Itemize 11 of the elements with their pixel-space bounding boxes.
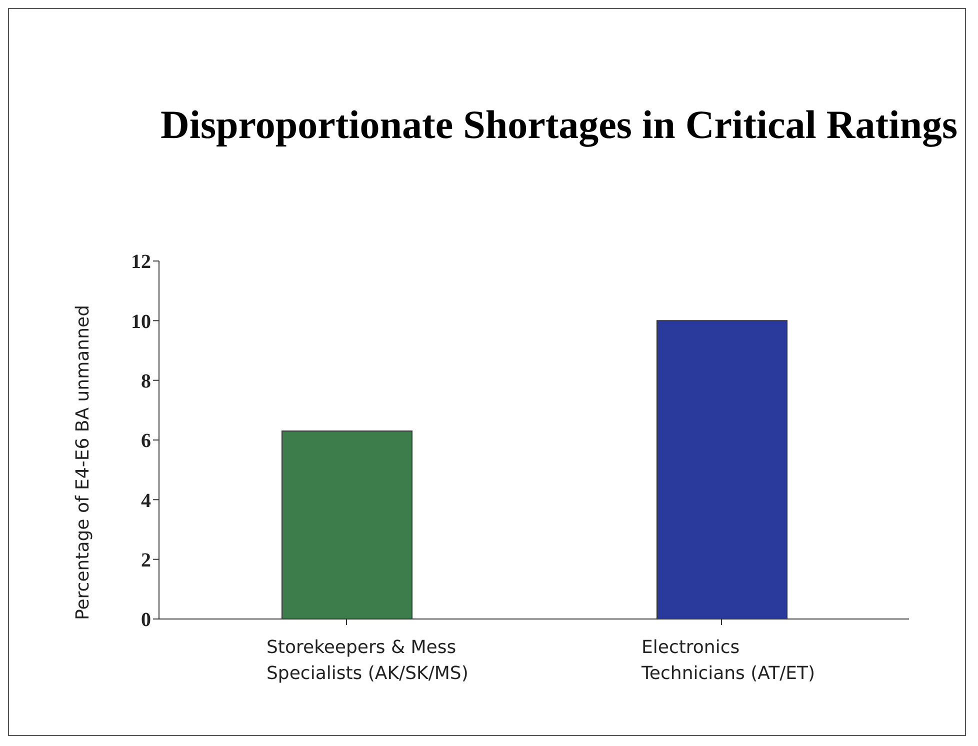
y-tick-label: 8 xyxy=(141,370,151,392)
y-tick-label: 12 xyxy=(131,251,151,274)
y-tick-label: 4 xyxy=(141,490,151,512)
y-tick-label: 10 xyxy=(131,310,151,333)
chart-title: Disproportionate Shortages in Critical Ratings xyxy=(159,101,959,149)
y-tick-label: 0 xyxy=(141,609,151,632)
x-tick-label: Storekeepers & Mess Specialists (AK/SK/MS) xyxy=(266,637,468,684)
x-tick-label: Electronics Technicians (AT/ET) xyxy=(640,637,816,684)
y-tick-label: 6 xyxy=(141,430,151,452)
y-tick-label: 2 xyxy=(141,549,151,572)
y-axis-title: Percentage of E4-E6 BA unmanned xyxy=(72,305,94,620)
